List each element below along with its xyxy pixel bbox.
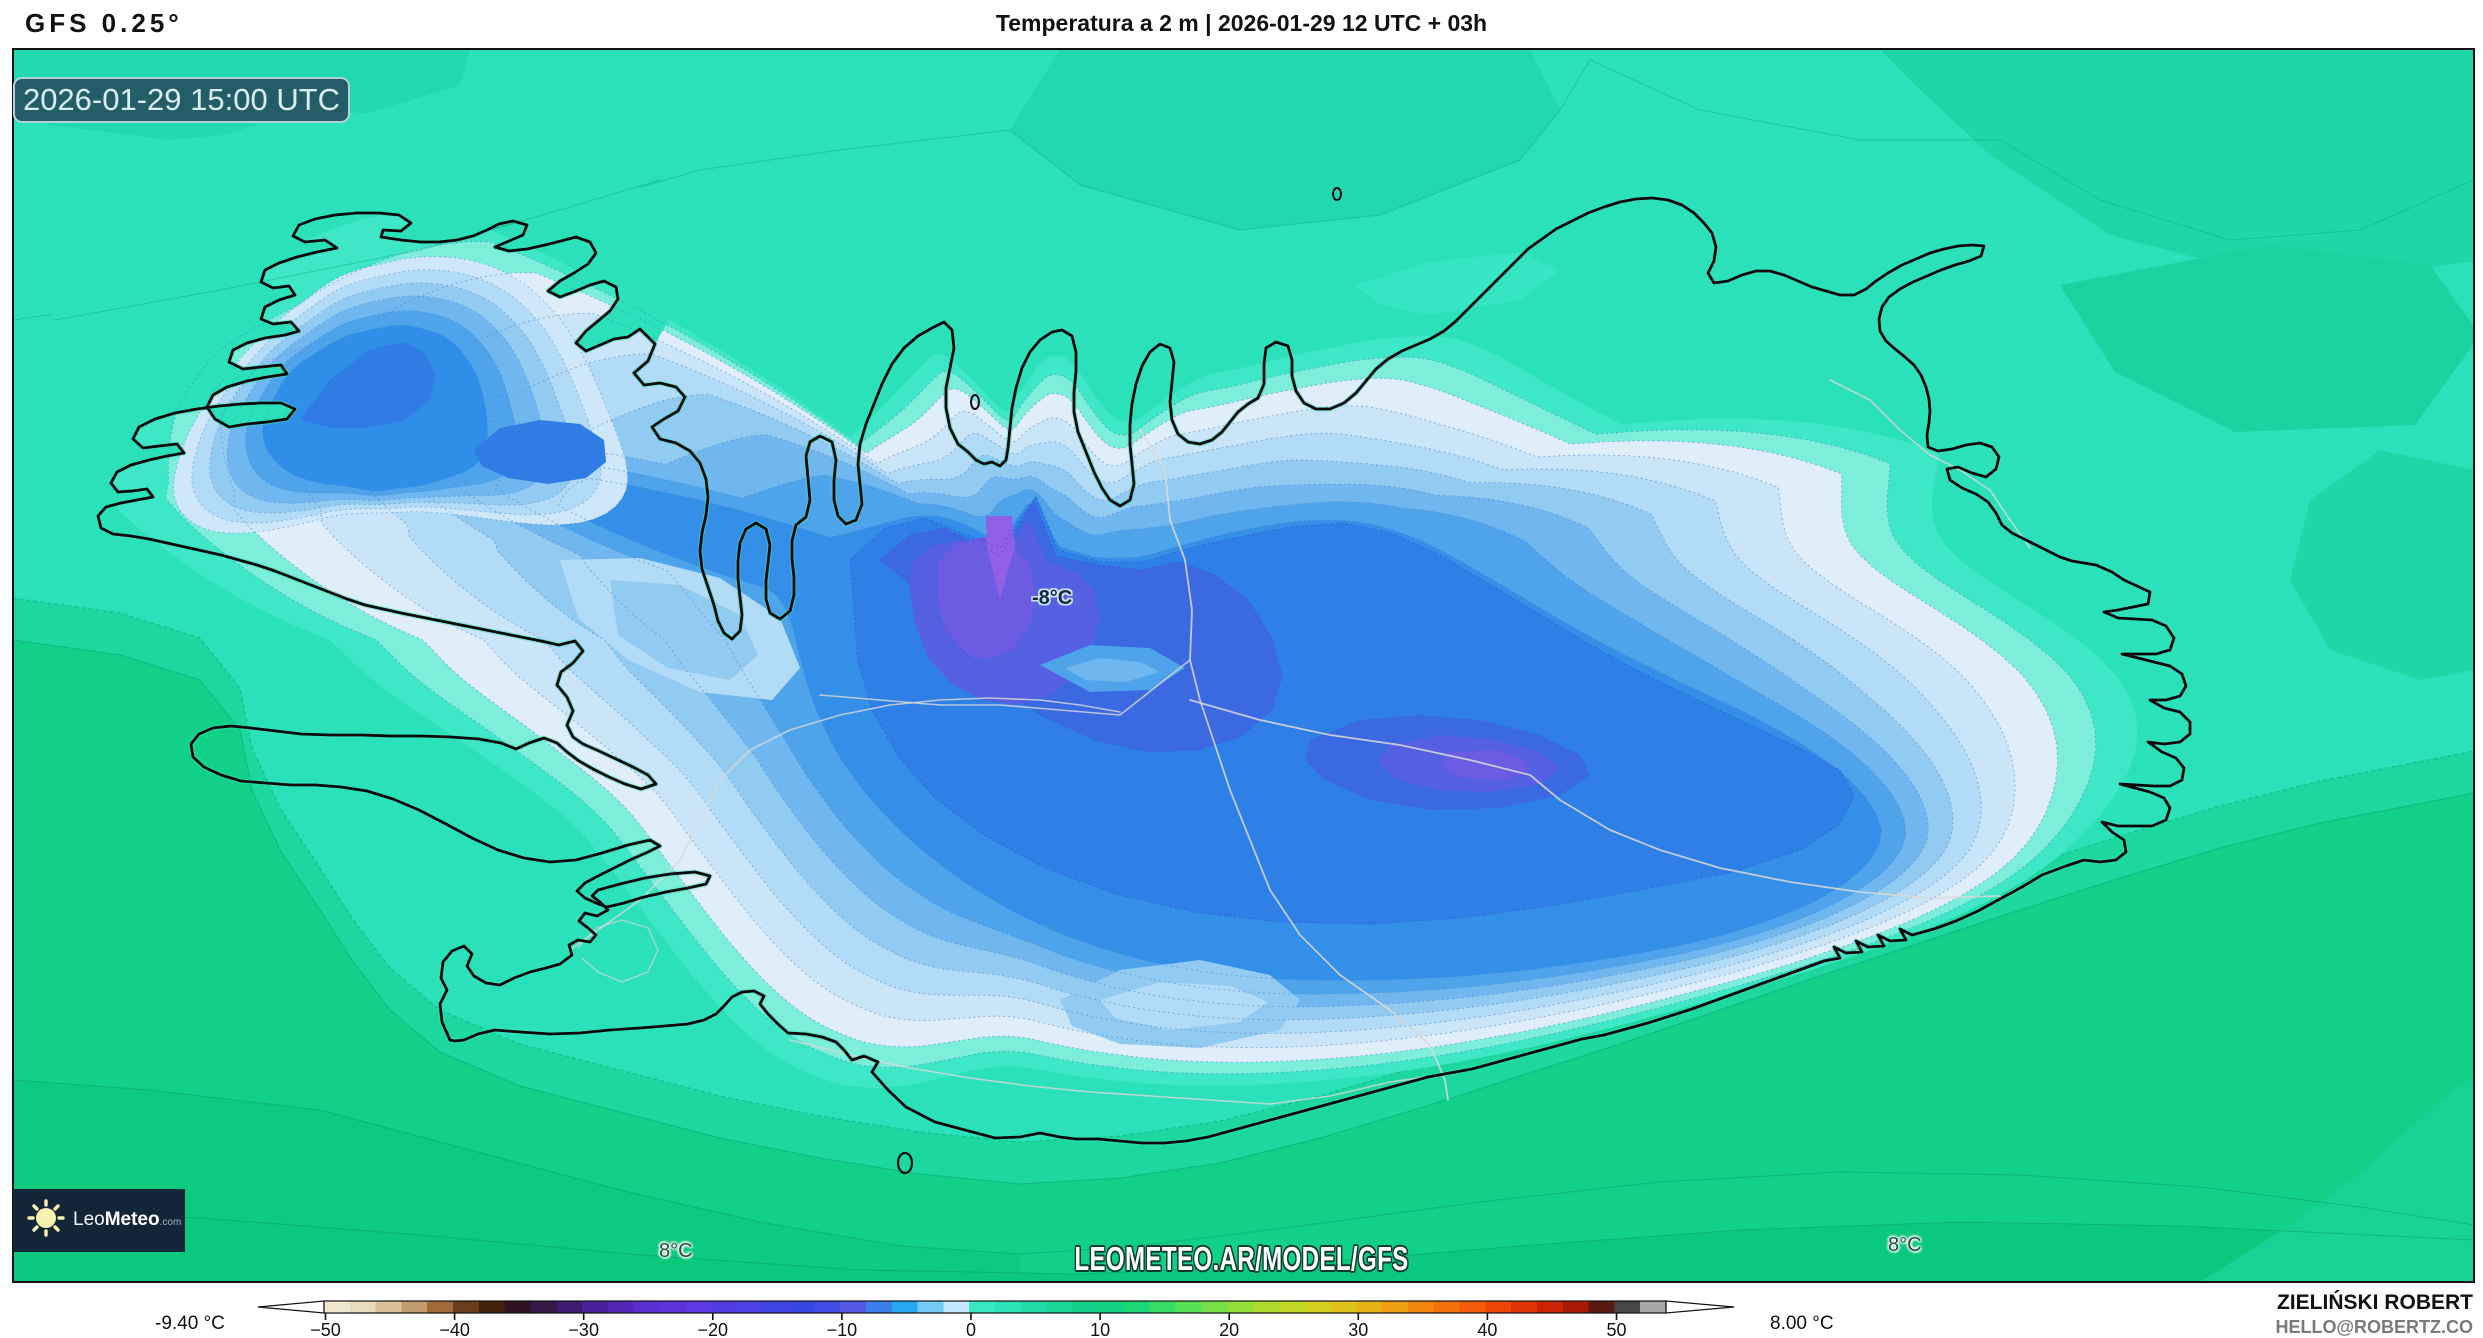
svg-text:20: 20 bbox=[1219, 1320, 1239, 1338]
svg-text:−40: −40 bbox=[439, 1320, 470, 1338]
svg-text:−10: −10 bbox=[827, 1320, 858, 1338]
svg-text:50: 50 bbox=[1606, 1320, 1626, 1338]
svg-text:40: 40 bbox=[1477, 1320, 1497, 1338]
svg-text:−50: −50 bbox=[310, 1320, 341, 1338]
svg-text:−20: −20 bbox=[698, 1320, 729, 1338]
svg-text:0: 0 bbox=[966, 1320, 976, 1338]
svg-text:30: 30 bbox=[1348, 1320, 1368, 1338]
svg-text:−30: −30 bbox=[568, 1320, 599, 1338]
svg-text:10: 10 bbox=[1090, 1320, 1110, 1338]
